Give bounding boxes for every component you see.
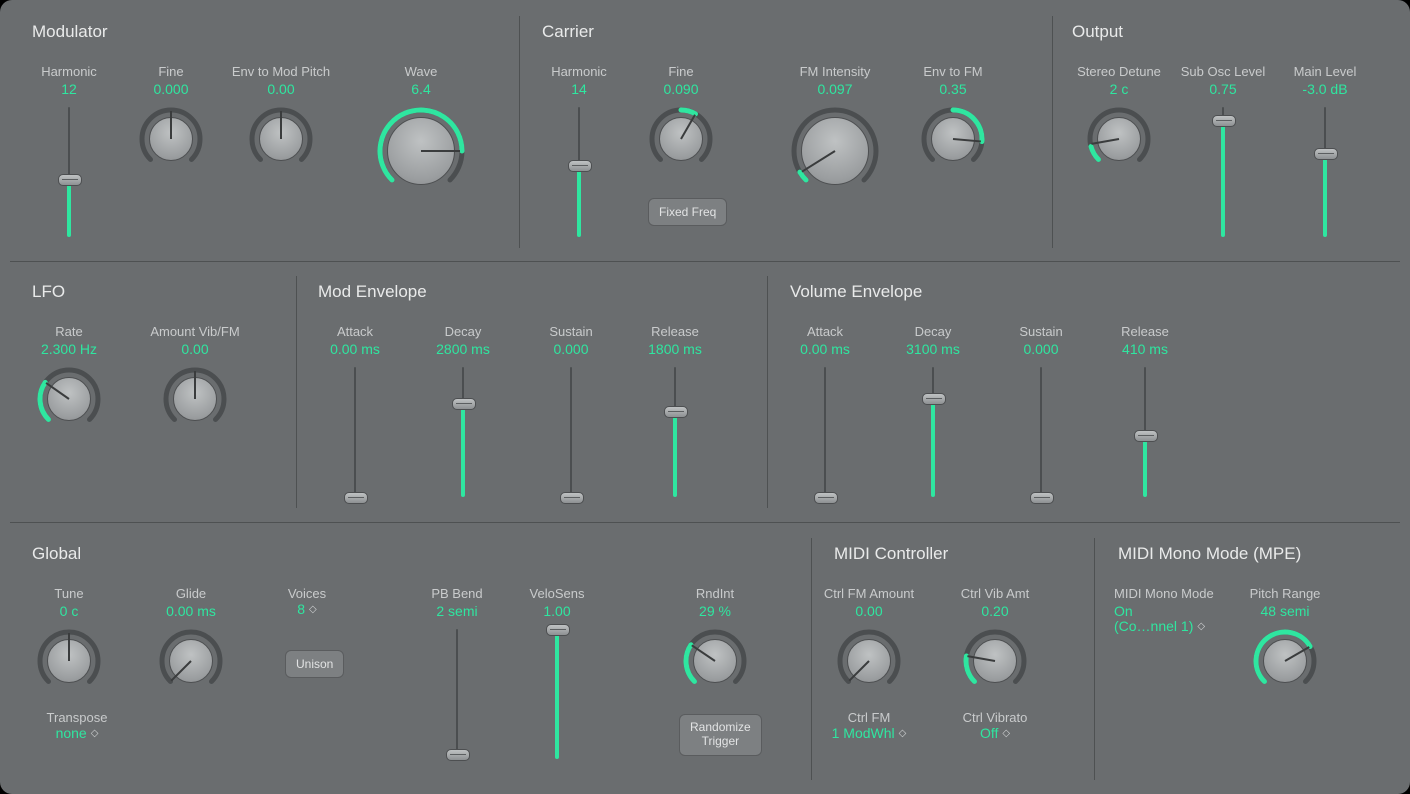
global-tune-knob[interactable]: Tune 0 c — [14, 586, 124, 693]
dropdown-icon: ◇ — [309, 604, 317, 615]
row-divider-2 — [10, 522, 1400, 523]
mod-wave-knob[interactable]: Wave 6.4 — [366, 64, 476, 195]
divider — [811, 538, 812, 780]
mod-fine-knob[interactable]: Fine 0.000 — [116, 64, 226, 171]
divider — [767, 276, 768, 508]
row-divider-1 — [10, 261, 1400, 262]
fixed-freq-button[interactable]: Fixed Freq — [648, 198, 727, 226]
mod-harmonic[interactable]: Harmonic 12 — [14, 64, 124, 237]
dropdown-icon: ◇ — [91, 728, 99, 739]
unison-button[interactable]: Unison — [285, 650, 344, 678]
sub-osc-slider[interactable]: Sub Osc Level 0.75 — [1168, 64, 1278, 237]
output-title: Output — [1072, 22, 1123, 41]
global-title: Global — [32, 544, 81, 563]
global-velosens[interactable]: VeloSens 1.00 — [502, 586, 612, 759]
randomize-button[interactable]: Randomize Trigger — [679, 714, 762, 756]
modulator-title: Modulator — [32, 22, 108, 41]
ctrl-fm-dropdown[interactable]: Ctrl FM 1 ModWhl◇ — [814, 710, 924, 741]
stereo-detune-knob[interactable]: Stereo Detune 2 c — [1064, 64, 1174, 171]
car-harmonic[interactable]: Harmonic 14 — [524, 64, 634, 237]
global-glide-knob[interactable]: Glide 0.00 ms — [136, 586, 246, 693]
dropdown-icon: ◇ — [1197, 621, 1205, 632]
modenv-sustain[interactable]: Sustain 0.000 — [516, 324, 626, 497]
car-env-fm-knob[interactable]: Env to FM 0.35 — [898, 64, 1008, 171]
dropdown-icon: ◇ — [899, 728, 907, 739]
global-voices[interactable]: Voices 8◇ — [252, 586, 362, 617]
volenv-decay[interactable]: Decay 3100 ms — [878, 324, 988, 497]
midi-vib-amt-knob[interactable]: Ctrl Vib Amt 0.20 — [940, 586, 1050, 693]
modenv-release[interactable]: Release 1800 ms — [620, 324, 730, 497]
global-transpose-dropdown[interactable]: Transpose none◇ — [42, 710, 112, 741]
car-harmonic-slider — [566, 107, 592, 237]
dropdown-icon: ◇ — [1002, 728, 1010, 739]
modenv-attack[interactable]: Attack 0.00 ms — [300, 324, 410, 497]
divider — [1052, 16, 1053, 248]
lfo-amount-knob[interactable]: Amount Vib/FM 0.00 — [140, 324, 250, 431]
modenv-decay[interactable]: Decay 2800 ms — [408, 324, 518, 497]
midi-mono-title: MIDI Mono Mode (MPE) — [1118, 544, 1301, 563]
lfo-title: LFO — [32, 282, 65, 301]
divider — [296, 276, 297, 508]
midi-mono-mode-dropdown[interactable]: MIDI Mono Mode On (Co…nnel 1)◇ — [1100, 586, 1224, 634]
divider — [1094, 538, 1095, 780]
car-fm-intensity-knob[interactable]: FM Intensity 0.097 — [780, 64, 890, 195]
global-pbbend[interactable]: PB Bend 2 semi — [402, 586, 512, 759]
ctrl-vib-dropdown[interactable]: Ctrl Vibrato Off◇ — [940, 710, 1050, 741]
volenv-sustain[interactable]: Sustain 0.000 — [986, 324, 1096, 497]
carrier-title: Carrier — [542, 22, 594, 41]
divider — [519, 16, 520, 248]
midi-ctrl-title: MIDI Controller — [834, 544, 948, 563]
main-level-slider[interactable]: Main Level -3.0 dB — [1270, 64, 1380, 237]
volenv-release[interactable]: Release 410 ms — [1090, 324, 1200, 497]
lfo-rate-knob[interactable]: Rate 2.300 Hz — [14, 324, 124, 431]
pitch-range-knob[interactable]: Pitch Range 48 semi — [1230, 586, 1340, 693]
midi-fm-amt-knob[interactable]: Ctrl FM Amount 0.00 — [814, 586, 924, 693]
mod-harmonic-slider — [56, 107, 82, 237]
car-fine-knob[interactable]: Fine 0.090 — [626, 64, 736, 171]
mod-env-pitch-knob[interactable]: Env to Mod Pitch 0.00 — [226, 64, 336, 171]
mod-env-title: Mod Envelope — [318, 282, 427, 301]
volenv-attack[interactable]: Attack 0.00 ms — [770, 324, 880, 497]
vol-env-title: Volume Envelope — [790, 282, 922, 301]
global-rndint-knob[interactable]: RndInt 29 % — [660, 586, 770, 693]
